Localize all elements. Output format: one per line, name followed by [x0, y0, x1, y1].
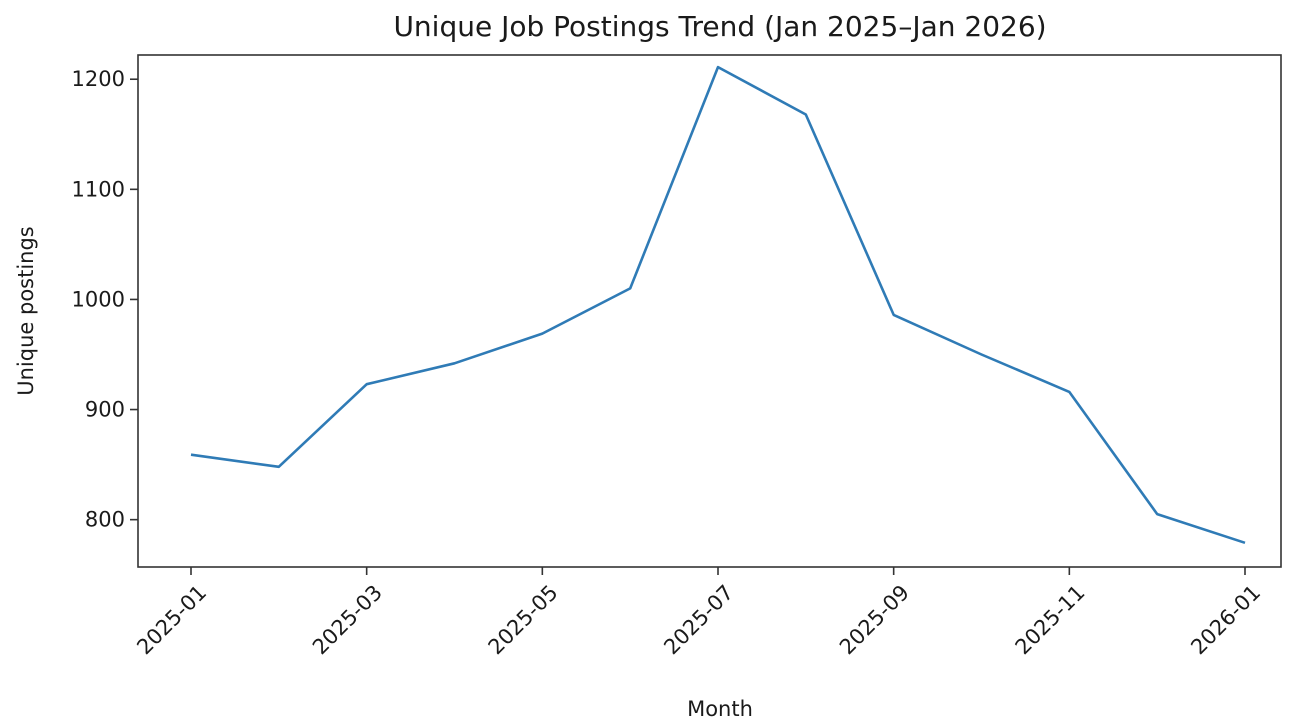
- y-tick-label: 1000: [72, 287, 125, 311]
- x-tick-label: 2025-09: [835, 580, 914, 659]
- series-line: [190, 65, 1246, 545]
- y-axis-label: Unique postings: [14, 226, 38, 396]
- y-tick-label: 1200: [72, 67, 125, 91]
- plot-border: [137, 54, 1282, 568]
- x-tick-label: 2026-01: [1186, 580, 1265, 659]
- x-tick-label: 2025-07: [659, 580, 738, 659]
- x-tick-label: 2025-03: [308, 580, 387, 659]
- y-tick-label: 1100: [72, 177, 125, 201]
- x-tick-label: 2025-11: [1011, 580, 1090, 659]
- plot-frame: [137, 54, 1282, 568]
- x-tick-label: 2025-05: [484, 580, 563, 659]
- x-axis-ticks: 2025-01 2025-03 2025-05 2025-07 2025-09 2025-…: [132, 567, 1265, 659]
- y-tick-label: 800: [85, 508, 125, 532]
- y-tick-label: 900: [85, 398, 125, 422]
- chart-title: Unique Job Postings Trend (Jan 2025–Jan …: [393, 10, 1046, 43]
- y-axis-ticks: 800 900 1000 1100 1200: [72, 67, 138, 532]
- series-group: [190, 65, 1246, 545]
- x-tick-label: 2025-01: [132, 580, 211, 659]
- x-axis-label: Month: [687, 697, 753, 721]
